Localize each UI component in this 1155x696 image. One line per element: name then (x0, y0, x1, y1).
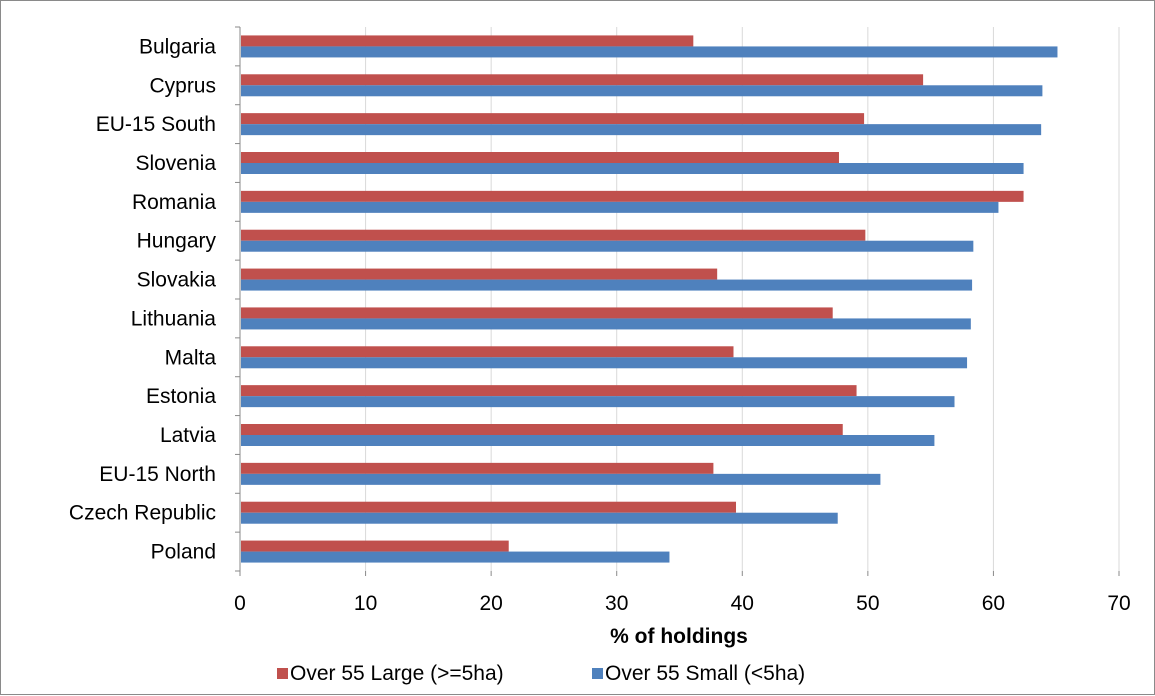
bar-small (241, 396, 955, 408)
bar-large (241, 462, 714, 474)
bar-small (241, 435, 935, 446)
axes (235, 26, 1120, 576)
category-label: Cyprus (149, 74, 216, 97)
category-label: Latvia (160, 424, 216, 447)
bar-large (241, 35, 694, 47)
x-tick-label: 20 (479, 592, 502, 615)
bar-large (241, 190, 1024, 202)
legend: Over 55 Large (>=5ha) Over 55 Small (<5h… (277, 662, 805, 685)
x-tick-label: 50 (856, 592, 879, 615)
x-tick-label: 40 (731, 592, 754, 615)
x-axis-title: % of holdings (610, 625, 748, 648)
bar-large (241, 74, 924, 86)
category-label: Slovakia (137, 269, 217, 292)
bar-small (241, 240, 974, 252)
bar-small (241, 357, 968, 369)
category-label: EU-15 North (99, 463, 216, 486)
bar-small (241, 124, 1042, 136)
bar-large (241, 152, 839, 163)
bar-large (241, 385, 857, 397)
bar-large (241, 229, 866, 241)
bar-large (241, 501, 737, 513)
tick-labels: 0 10 20 30 40 50 60 70 (234, 592, 1131, 615)
x-tick-label: 10 (354, 592, 377, 615)
category-labels: Bulgaria Cyprus EU-15 South Slovenia Romania… (69, 35, 217, 563)
bar-large (241, 346, 734, 358)
bar-small (241, 46, 1058, 58)
x-tick-label: 70 (1107, 592, 1130, 615)
category-label: Slovenia (135, 152, 216, 175)
category-label: Malta (165, 346, 217, 369)
bar-small (241, 279, 973, 291)
legend-swatch-large (277, 668, 288, 679)
category-label: EU-15 South (96, 113, 216, 136)
bar-large (241, 113, 865, 125)
category-label: Poland (151, 541, 216, 564)
bar-small (241, 473, 881, 485)
legend-label-large: Over 55 Large (>=5ha) (290, 662, 504, 685)
bar-large (241, 540, 509, 552)
bar-small (241, 201, 999, 213)
grid-lines (365, 27, 1120, 571)
bar-large (241, 307, 833, 319)
bar-small (241, 551, 670, 563)
legend-label-small: Over 55 Small (<5ha) (605, 662, 805, 685)
category-label: Bulgaria (139, 35, 216, 58)
x-tick-label: 30 (605, 592, 628, 615)
bar-large (241, 268, 718, 280)
category-label: Hungary (137, 230, 217, 253)
bars (241, 35, 1058, 563)
bar-small (241, 318, 971, 330)
category-label: Czech Republic (69, 502, 216, 525)
bar-large (241, 424, 843, 435)
bar-small (241, 85, 1043, 97)
legend-swatch-small (592, 668, 603, 679)
x-tick-label: 0 (234, 592, 246, 615)
bar-small (241, 163, 1024, 174)
category-label: Romania (132, 191, 216, 214)
bar-small (241, 512, 838, 524)
category-label: Estonia (146, 385, 216, 408)
category-label: Lithuania (131, 307, 217, 330)
x-tick-label: 60 (982, 592, 1005, 615)
